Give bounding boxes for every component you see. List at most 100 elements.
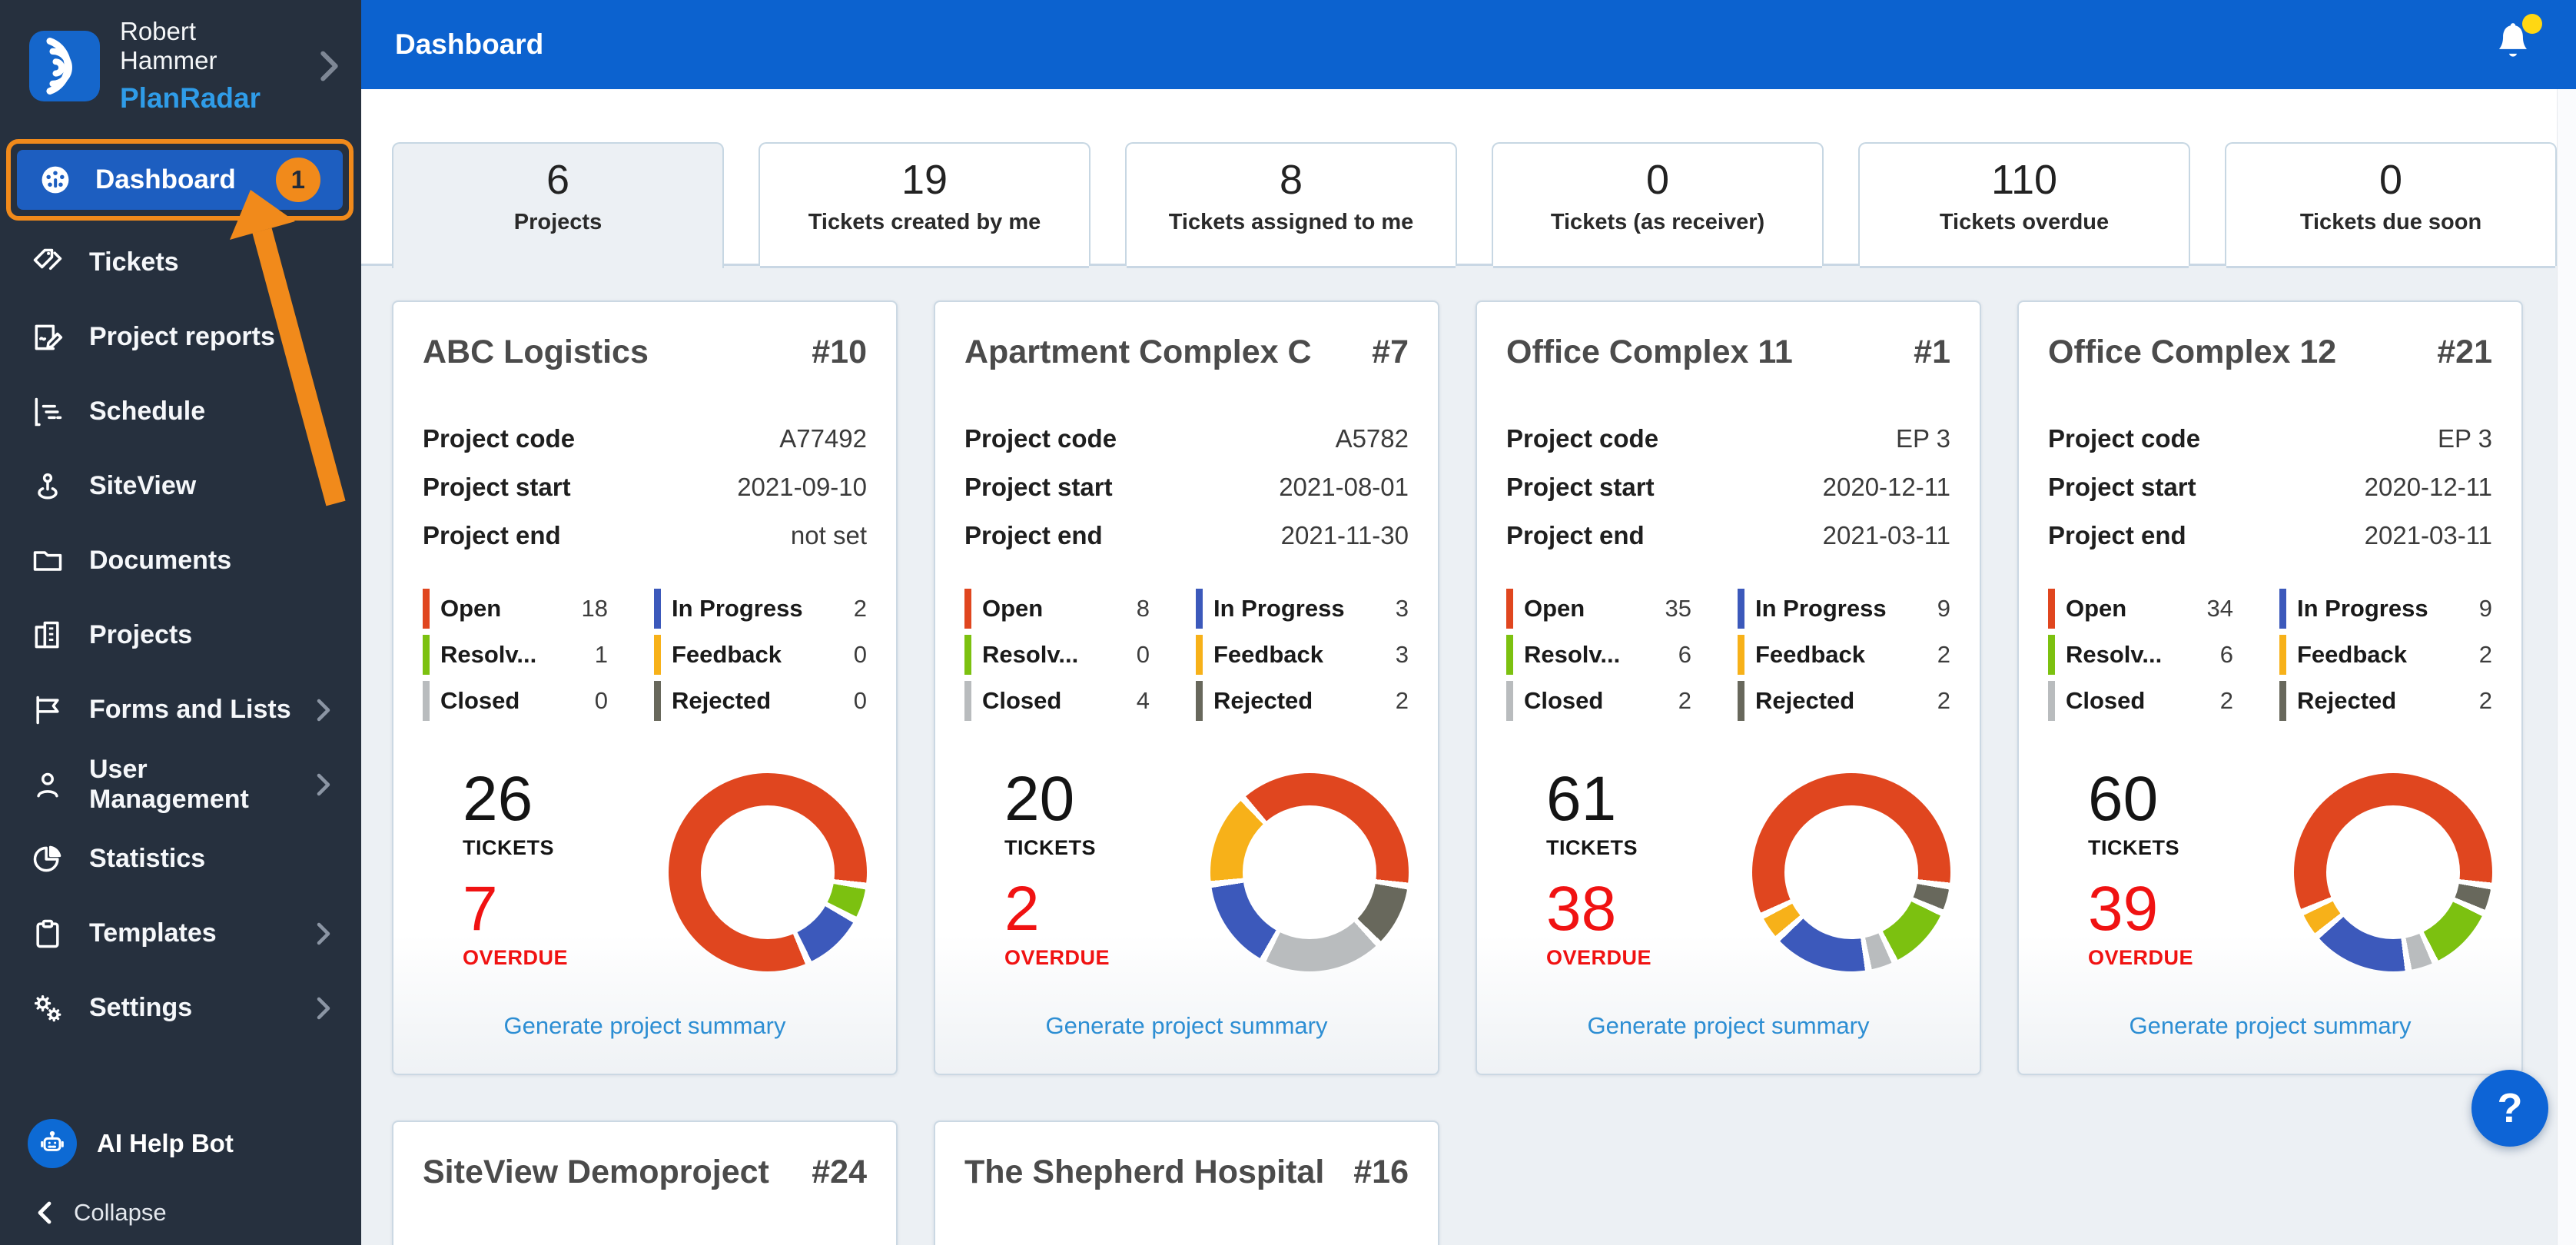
user-name: Robert Hammer	[120, 17, 217, 75]
person-icon	[31, 768, 65, 802]
prop-label: Project end	[423, 520, 561, 549]
project-title: The Shepherd Hospital	[964, 1154, 1325, 1190]
prop-value: 2021-03-11	[1822, 520, 1950, 549]
status-color-bar	[1738, 681, 1744, 721]
generate-project-summary-link[interactable]: Generate project summary	[1587, 1012, 1870, 1039]
report-pencil-icon	[31, 320, 65, 354]
pie-chart-icon	[31, 842, 65, 876]
status-color-bar	[964, 589, 971, 629]
prop-label: Project start	[964, 472, 1113, 501]
prop-value: not set	[791, 1244, 867, 1245]
status-color-bar	[2048, 589, 2055, 629]
generate-project-summary-link[interactable]: Generate project summary	[2129, 1012, 2412, 1039]
ticket-status-donut-chart	[1752, 773, 1950, 971]
prop-value: not set	[790, 520, 867, 549]
brand-name: PlanRadar	[120, 82, 261, 114]
chevron-right-icon	[317, 699, 330, 721]
tab-tickets-created-by-me[interactable]: 19 Tickets created by me	[759, 142, 1090, 268]
sidebar: Robert Hammer PlanRadar Dashboard 1	[0, 0, 361, 1245]
generate-project-summary-link[interactable]: Generate project summary	[1045, 1012, 1328, 1039]
prop-label: Project code	[2048, 423, 2201, 453]
project-title: SiteView Demoproject	[423, 1154, 769, 1190]
sidebar-item-settings[interactable]: Settings	[0, 971, 361, 1045]
prop-value: 2021-09-10	[737, 472, 867, 501]
tab-tickets-overdue[interactable]: 110 Tickets overdue	[1858, 142, 2190, 268]
prop-value: EP 3	[2438, 423, 2492, 453]
tickets-label: TICKETS	[2088, 836, 2180, 859]
prop-value: VH001	[1331, 1244, 1409, 1245]
sidebar-item-project-reports[interactable]: Project reports	[0, 300, 361, 374]
sidebar-item-forms-and-lists[interactable]: Forms and Lists	[0, 672, 361, 747]
overdue-count: 2	[1004, 874, 1040, 944]
notifications-button[interactable]	[2491, 14, 2542, 69]
prop-value: 2021-03-11	[2364, 520, 2492, 549]
collapse-button[interactable]: Collapse	[0, 1191, 361, 1234]
sidebar-item-user-management[interactable]: User Management	[0, 747, 361, 822]
status-color-bar	[1738, 589, 1744, 629]
account-switcher[interactable]: Robert Hammer PlanRadar	[0, 0, 361, 130]
dashboard-content: ABC Logistics #10 Project code A77492 Proj…	[361, 268, 2557, 1245]
project-card-siteview-demoproject[interactable]: SiteView Demoproject #24 Project code not …	[392, 1120, 898, 1245]
sidebar-item-siteview[interactable]: SiteView	[0, 449, 361, 523]
project-card-the-shepherd-hospital[interactable]: The Shepherd Hospital #16 Project code VH0…	[934, 1120, 1439, 1245]
prop-value: A5782	[1335, 423, 1409, 453]
tickets-label: TICKETS	[1546, 836, 1638, 859]
project-number: #10	[812, 334, 867, 370]
dashboard-badge: 1	[275, 158, 320, 202]
prop-label: Project end	[1506, 520, 1645, 549]
status-color-bar	[1196, 681, 1203, 721]
status-color-bar	[423, 681, 430, 721]
status-color-bar	[423, 589, 430, 629]
prop-value: 2021-08-01	[1279, 472, 1409, 501]
status-color-bar	[2279, 681, 2286, 721]
tickets-count: 60	[2088, 764, 2159, 834]
sidebar-item-ai-help-bot[interactable]: AI Help Bot	[0, 1119, 361, 1168]
project-number: #16	[1353, 1154, 1409, 1190]
status-color-bar	[654, 589, 661, 629]
prop-label: Project code	[964, 1244, 1117, 1245]
sidebar-item-documents[interactable]: Documents	[0, 523, 361, 598]
generate-project-summary-link[interactable]: Generate project summary	[503, 1012, 786, 1039]
page-title: Dashboard	[395, 28, 544, 60]
overdue-count: 38	[1546, 874, 1617, 944]
sidebar-item-dashboard[interactable]: Dashboard 1	[17, 150, 343, 210]
project-card-abc-logistics[interactable]: ABC Logistics #10 Project code A77492 Proj…	[392, 300, 898, 1075]
sidebar-item-statistics[interactable]: Statistics	[0, 822, 361, 896]
project-card-office-complex-12[interactable]: Office Complex 12 #21 Project code EP 3 Pr…	[2017, 300, 2523, 1075]
chevron-right-icon	[317, 922, 330, 945]
tab-projects[interactable]: 6 Projects	[392, 142, 724, 271]
robot-icon	[28, 1119, 77, 1168]
flag-icon	[31, 693, 65, 727]
project-card-office-complex-11[interactable]: Office Complex 11 #1 Project code EP 3 Pro…	[1476, 300, 1981, 1075]
sidebar-item-tickets[interactable]: Tickets	[0, 225, 361, 300]
ticket-status-donut-chart	[2294, 773, 2492, 971]
siteview-person-pin-icon	[31, 470, 65, 503]
tab-tickets-as-receiver[interactable]: 0 Tickets (as receiver)	[1492, 142, 1824, 268]
project-number: #1	[1914, 334, 1950, 370]
sidebar-item-schedule[interactable]: Schedule	[0, 374, 361, 449]
tab-tickets-due-soon[interactable]: 0 Tickets due soon	[2225, 142, 2557, 268]
tag-icon	[31, 246, 65, 280]
status-color-bar	[1196, 635, 1203, 675]
chevron-left-icon	[38, 1201, 51, 1224]
prop-value: 2020-12-11	[2364, 472, 2492, 501]
notification-dot	[2522, 14, 2542, 34]
tab-tickets-assigned-to-me[interactable]: 8 Tickets assigned to me	[1125, 142, 1457, 268]
dashboard-gauge-icon	[41, 166, 69, 194]
sidebar-item-projects[interactable]: Projects	[0, 598, 361, 672]
project-title: Office Complex 11	[1506, 334, 1793, 370]
tickets-count: 26	[463, 764, 533, 834]
project-card-apartment-complex-c[interactable]: Apartment Complex C #7 Project code A5782 …	[934, 300, 1439, 1075]
overdue-label: OVERDUE	[1546, 946, 1652, 969]
status-legend: Open 35 In Progress 9 Resolv... 6 Feedback 2…	[1506, 586, 1950, 724]
sidebar-item-templates[interactable]: Templates	[0, 896, 361, 971]
overdue-count: 7	[463, 874, 498, 944]
status-legend: Open 34 In Progress 9 Resolv... 6 Feedback 2…	[2048, 586, 2492, 724]
prop-label: Project code	[423, 1244, 575, 1245]
prop-value: A77492	[779, 423, 867, 453]
overdue-label: OVERDUE	[1004, 946, 1110, 969]
scrollbar-track[interactable]	[2557, 89, 2576, 1245]
help-button[interactable]: ?	[2471, 1070, 2548, 1147]
schedule-chart-icon	[31, 395, 65, 429]
